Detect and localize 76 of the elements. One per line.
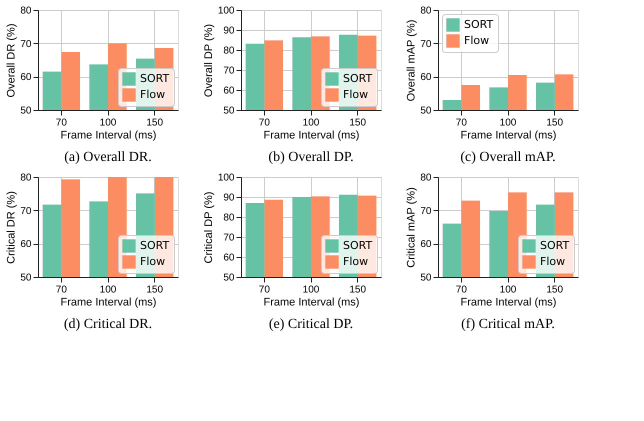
x-tick-label: 150	[546, 118, 564, 128]
text: (f) Critical mAP.	[461, 317, 555, 332]
y-tick-label: 100	[218, 6, 235, 16]
x-tick-label: 150	[349, 118, 366, 128]
y-tick-label: 60	[20, 239, 32, 250]
y-axis-title: Overall DR (%)	[5, 24, 18, 98]
y-axis-title: Overall DP (%)	[202, 24, 215, 98]
x-tick-label: 100	[302, 118, 320, 128]
x-tick-label: 100	[100, 118, 117, 128]
text: (b) Overall DP.	[268, 150, 354, 165]
y-axis-title: Overall mAP (%)	[405, 20, 418, 102]
x-tick-label: 150	[146, 118, 164, 128]
y-tick-label: 60	[420, 72, 432, 84]
x-tick-label: 100	[500, 118, 517, 128]
y-tick-label: 60	[420, 239, 432, 250]
y-tick-label: 70	[20, 206, 32, 217]
x-tick-label: 100	[302, 284, 320, 296]
x-tick-label: 70	[258, 118, 270, 128]
legend-label: Flow	[140, 88, 166, 101]
y-tick-label: 80	[223, 212, 235, 224]
y-tick-label: 70	[420, 38, 432, 50]
y-tick-label: 60	[20, 72, 32, 84]
x-axis-title: Frame Interval (ms)	[264, 296, 360, 308]
y-tick-label: 80	[20, 172, 32, 184]
x-axis-title: Frame Interval (ms)	[264, 130, 360, 142]
x-tick-label: 100	[100, 284, 117, 296]
y-tick-label: 70	[223, 66, 235, 76]
text: (e) Critical DP.	[268, 317, 354, 332]
text: (d) Critical DR.	[64, 317, 152, 332]
y-tick-label: 80	[420, 6, 432, 16]
series-label: SORT	[140, 239, 170, 252]
x-tick-label: 150	[146, 284, 164, 296]
legend-label: Flow	[540, 255, 566, 268]
legend-label: Flow	[464, 34, 490, 47]
legend-label: Flow	[343, 88, 368, 101]
legend-label: SORT	[140, 72, 170, 85]
y-tick-label: 90	[223, 26, 235, 36]
x-tick-label: 70	[56, 118, 68, 128]
x-axis-title: Frame Interval (ms)	[60, 130, 156, 142]
y-tick-label: 70	[20, 38, 32, 50]
y-tick-label: 50	[20, 106, 32, 116]
x-tick-label: 100	[500, 284, 517, 296]
y-tick-label: 50	[20, 272, 32, 284]
legend-label: SORT	[343, 72, 372, 85]
x-tick-label: 70	[56, 284, 68, 296]
y-tick-label: 50	[223, 272, 235, 284]
x-tick-label: 70	[258, 284, 270, 296]
x-axis-title: Frame Interval (ms)	[460, 296, 556, 308]
x-axis-title: Frame Interval (ms)	[460, 130, 556, 142]
series-label: SORT	[343, 239, 372, 252]
x-tick-label: 150	[546, 284, 564, 296]
y-tick-label: 70	[420, 206, 432, 217]
y-tick-label: 80	[223, 46, 235, 56]
x-tick-label: 70	[456, 284, 468, 296]
y-tick-label: 80	[420, 172, 432, 184]
y-tick-label: 60	[223, 252, 235, 264]
x-tick-label: 70	[456, 118, 468, 128]
y-tick-label: 90	[223, 192, 235, 204]
y-tick-label: 50	[420, 272, 432, 284]
text: (a) Overall DR.	[64, 150, 152, 165]
series-label: Flow	[140, 255, 166, 268]
y-tick-label: 50	[420, 106, 432, 116]
x-axis-title: Frame Interval (ms)	[60, 296, 156, 308]
series-label: Flow	[343, 255, 368, 268]
y-axis-title: Critical DP (%)	[202, 192, 215, 264]
y-tick-label: 60	[223, 86, 235, 96]
text: (c) Overall mAP.	[460, 150, 556, 165]
legend-label: SORT	[540, 239, 570, 252]
y-tick-label: 100	[218, 172, 235, 184]
y-tick-label: 50	[223, 106, 235, 116]
y-axis-title: Critical mAP (%)	[405, 187, 418, 268]
y-axis-title: Critical DR (%)	[5, 191, 18, 264]
x-tick-label: 150	[349, 284, 366, 296]
y-tick-label: 70	[223, 232, 235, 244]
legend-label: SORT	[464, 18, 494, 31]
y-tick-label: 80	[20, 6, 32, 16]
